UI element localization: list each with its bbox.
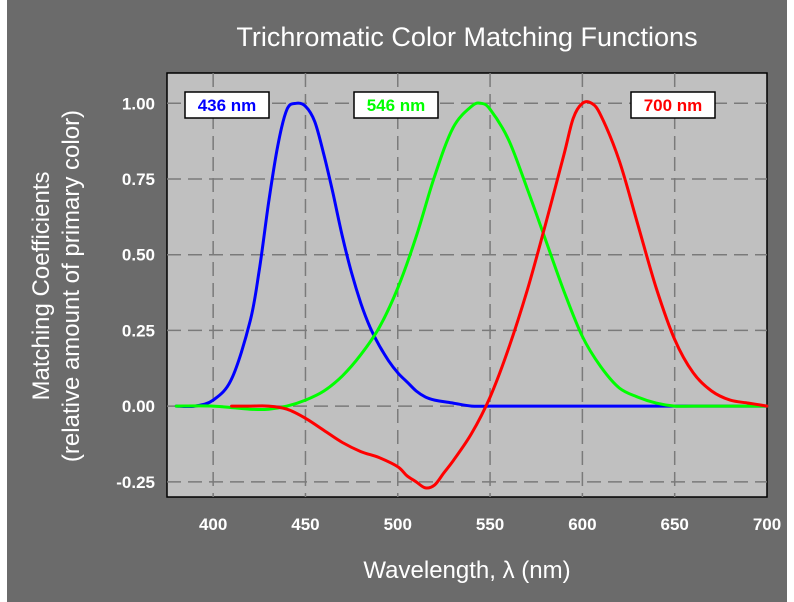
x-tick-label: 400 [199, 515, 227, 534]
legend-label-436-nm: 436 nm [198, 96, 257, 115]
x-axis-label: Wavelength, λ (nm) [363, 557, 570, 584]
y-tick-label: 0.00 [122, 397, 155, 416]
series-layer [174, 100, 769, 490]
x-tick-label: 500 [384, 515, 412, 534]
legend-box-546-nm [353, 91, 439, 119]
x-tick-label: 700 [753, 515, 781, 534]
tick-labels: 400 450 500 550 600 650 700 -0.25 0.00 0.25 0.50 0.… [116, 94, 781, 534]
y-axis-label-line2: (relative amount of primary color) [58, 110, 85, 462]
y-axis-label: Matching Coefficients [28, 171, 55, 400]
chart-svg: Trichromatic Color Matching Functions 43… [28, 22, 781, 584]
x-tick-label: 650 [661, 515, 689, 534]
legend-box-700-nm [630, 91, 716, 119]
plot-area [166, 72, 768, 498]
x-tick-label: 600 [568, 515, 596, 534]
y-tick-label: 0.50 [122, 246, 155, 265]
y-tick-label: -0.25 [116, 473, 155, 492]
y-tick-label: 0.75 [122, 170, 155, 189]
legend-label-700-nm: 700 nm [644, 96, 703, 115]
chart-figure: Trichromatic Color Matching Functions 43… [7, 0, 787, 602]
legend-box-436-nm [184, 91, 270, 119]
series-line-546-nm [174, 101, 769, 412]
legend-labels: 436 nm 546 nm 700 nm [184, 91, 716, 119]
x-tick-label: 550 [476, 515, 504, 534]
series-line-700-nm [230, 100, 769, 490]
series-line-436-nm [174, 101, 769, 409]
chart-title: Trichromatic Color Matching Functions [236, 22, 697, 52]
x-tick-label: 450 [291, 515, 319, 534]
y-tick-label: 1.00 [122, 94, 155, 113]
legend-label-546-nm: 546 nm [367, 96, 426, 115]
y-tick-label: 0.25 [122, 321, 155, 340]
